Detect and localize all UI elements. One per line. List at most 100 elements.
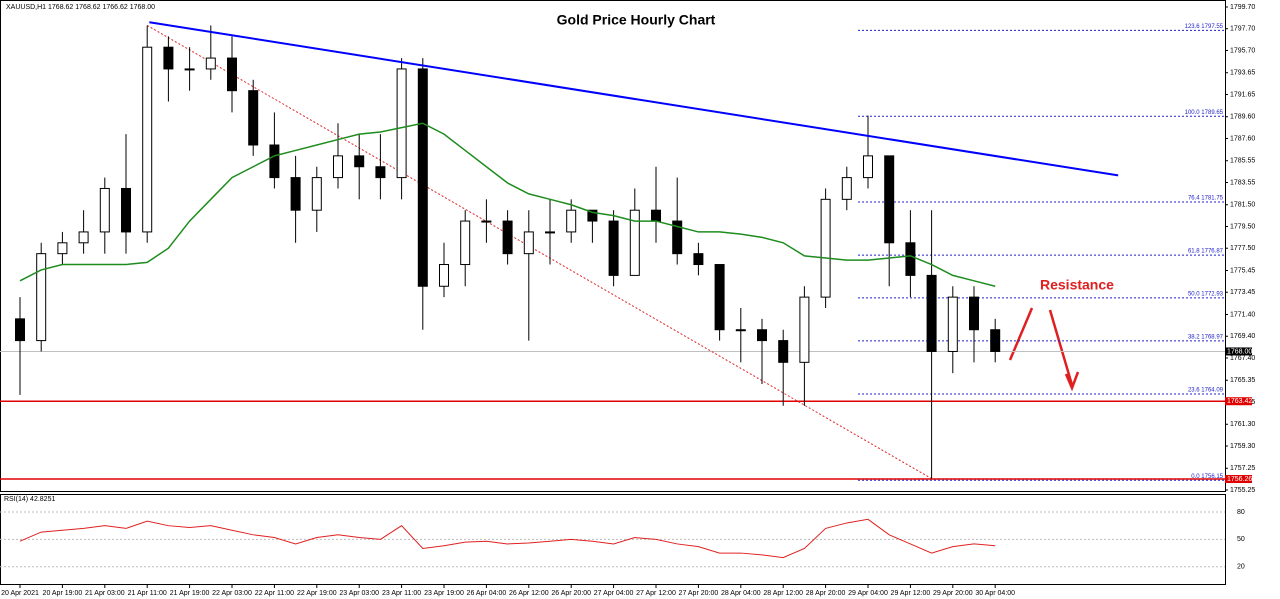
price-badge bbox=[1225, 347, 1252, 356]
x-tick-label: 23 Apr 19:00 bbox=[424, 590, 464, 597]
y-tick-label: 1759.30 bbox=[1230, 443, 1255, 450]
y-tick-label: 1767.40 bbox=[1230, 355, 1255, 362]
candle-body bbox=[99, 187, 110, 233]
y-tick-label: 1791.65 bbox=[1230, 91, 1255, 98]
trendline bbox=[149, 21, 1119, 177]
fib-label: 123.6 1797.55 bbox=[1185, 24, 1224, 30]
x-tick-label: 23 Apr 11:00 bbox=[382, 590, 421, 597]
candle-body bbox=[566, 209, 577, 233]
candle-body bbox=[227, 57, 237, 92]
candle-body bbox=[926, 274, 937, 352]
fib-label: 61.8 1776.87 bbox=[1188, 249, 1224, 255]
x-tick-label: 22 Apr 11:00 bbox=[255, 590, 294, 597]
price-badge bbox=[1225, 397, 1252, 406]
candle-body bbox=[439, 264, 449, 287]
candle-body bbox=[78, 231, 89, 244]
y-tick-label: 1793.65 bbox=[1230, 70, 1255, 77]
x-tick-label: 20 Apr 2021 bbox=[1, 590, 39, 597]
fib-diagonal bbox=[146, 25, 932, 480]
candle-body bbox=[290, 177, 301, 211]
x-tick-label: 29 Apr 12:00 bbox=[891, 590, 931, 597]
candle-body bbox=[269, 144, 280, 179]
candle-body bbox=[799, 296, 810, 363]
x-tick-label: 21 Apr 19:00 bbox=[170, 590, 210, 597]
y-tick-label: 1799.70 bbox=[1230, 4, 1255, 11]
y-tick-label: 1779.50 bbox=[1230, 223, 1255, 230]
candle-body bbox=[481, 220, 492, 223]
x-tick-label: 28 Apr 12:00 bbox=[763, 590, 803, 597]
candle-body bbox=[820, 198, 831, 298]
rsi-tick-label: 50 bbox=[1237, 536, 1245, 543]
candle-body bbox=[587, 209, 598, 222]
y-tick-label: 1775.45 bbox=[1230, 267, 1255, 274]
candle-body bbox=[841, 177, 852, 200]
y-tick-label: 1789.60 bbox=[1230, 114, 1255, 121]
y-tick-label: 1777.50 bbox=[1230, 245, 1255, 252]
candle-body bbox=[333, 155, 343, 179]
x-tick-label: 28 Apr 04:00 bbox=[721, 590, 761, 597]
candle-body bbox=[184, 68, 195, 71]
x-tick-label: 26 Apr 12:00 bbox=[509, 590, 549, 597]
candle-body bbox=[969, 296, 979, 331]
fib-label: 23.6 1764.09 bbox=[1188, 388, 1224, 394]
fib-label: 100.0 1789.65 bbox=[1185, 110, 1224, 116]
candle-body bbox=[142, 46, 153, 233]
arrow-up bbox=[1008, 307, 1034, 361]
fib-label: 76.4 1781.75 bbox=[1188, 196, 1224, 202]
x-tick-label: 26 Apr 20:00 bbox=[551, 590, 591, 597]
annotation: Resistance bbox=[1040, 277, 1114, 293]
x-tick-label: 30 Apr 04:00 bbox=[975, 590, 1015, 597]
candle-body bbox=[693, 253, 704, 266]
candle-body bbox=[884, 155, 895, 244]
candle-body bbox=[205, 57, 216, 70]
y-tick-label: 1769.40 bbox=[1230, 333, 1255, 340]
y-tick-label: 1795.70 bbox=[1230, 47, 1255, 54]
chart-title: Gold Price Hourly Chart bbox=[557, 12, 716, 28]
y-tick-label: 1761.30 bbox=[1230, 421, 1255, 428]
x-tick-label: 26 Apr 04:00 bbox=[467, 590, 507, 597]
candle-body bbox=[354, 155, 365, 168]
rsi-tick-label: 80 bbox=[1237, 509, 1245, 516]
y-tick-label: 1781.50 bbox=[1230, 202, 1255, 209]
arrow-down bbox=[1048, 309, 1080, 392]
y-tick-label: 1783.55 bbox=[1230, 179, 1255, 186]
x-tick-label: 29 Apr 20:00 bbox=[933, 590, 973, 597]
x-tick-label: 21 Apr 11:00 bbox=[128, 590, 167, 597]
candle-body bbox=[396, 68, 407, 179]
y-tick-label: 1755.25 bbox=[1230, 487, 1255, 494]
y-tick-label: 1771.40 bbox=[1230, 311, 1255, 318]
candle-body bbox=[36, 253, 47, 342]
candle-body bbox=[57, 242, 68, 255]
candle-body bbox=[947, 296, 958, 352]
candle-body bbox=[121, 187, 131, 233]
candle-body bbox=[545, 231, 555, 234]
y-tick-label: 1785.55 bbox=[1230, 158, 1255, 165]
symbol-info: XAUUSD,H1 1768.62 1768.62 1766.62 1768.0… bbox=[6, 4, 155, 11]
candle-body bbox=[502, 220, 513, 255]
x-tick-label: 27 Apr 12:00 bbox=[636, 590, 676, 597]
fib-label: 38.2 1768.97 bbox=[1188, 334, 1224, 340]
price-badge bbox=[1225, 475, 1252, 484]
y-tick-label: 1797.70 bbox=[1230, 26, 1255, 33]
x-tick-label: 27 Apr 04:00 bbox=[594, 590, 634, 597]
fib-label: 0.0 1756.15 bbox=[1191, 474, 1223, 480]
candle-body bbox=[735, 329, 746, 332]
x-tick-label: 20 Apr 19:00 bbox=[43, 590, 83, 597]
candle-body bbox=[778, 340, 789, 363]
main-frame bbox=[0, 0, 1226, 492]
x-tick-label: 27 Apr 20:00 bbox=[679, 590, 719, 597]
price-badge-label: 1763.42 bbox=[1227, 398, 1252, 405]
candle-body bbox=[757, 329, 767, 342]
candle-body bbox=[460, 220, 471, 266]
moving-average bbox=[19, 122, 996, 287]
rsi-line bbox=[19, 518, 996, 559]
candle-body bbox=[863, 155, 873, 179]
x-tick-label: 21 Apr 03:00 bbox=[85, 590, 125, 597]
candle-body bbox=[311, 177, 322, 211]
x-tick-label: 28 Apr 20:00 bbox=[806, 590, 846, 597]
candle-body bbox=[523, 231, 534, 255]
x-tick-label: 22 Apr 19:00 bbox=[297, 590, 337, 597]
y-tick-label: 1773.45 bbox=[1230, 289, 1255, 296]
